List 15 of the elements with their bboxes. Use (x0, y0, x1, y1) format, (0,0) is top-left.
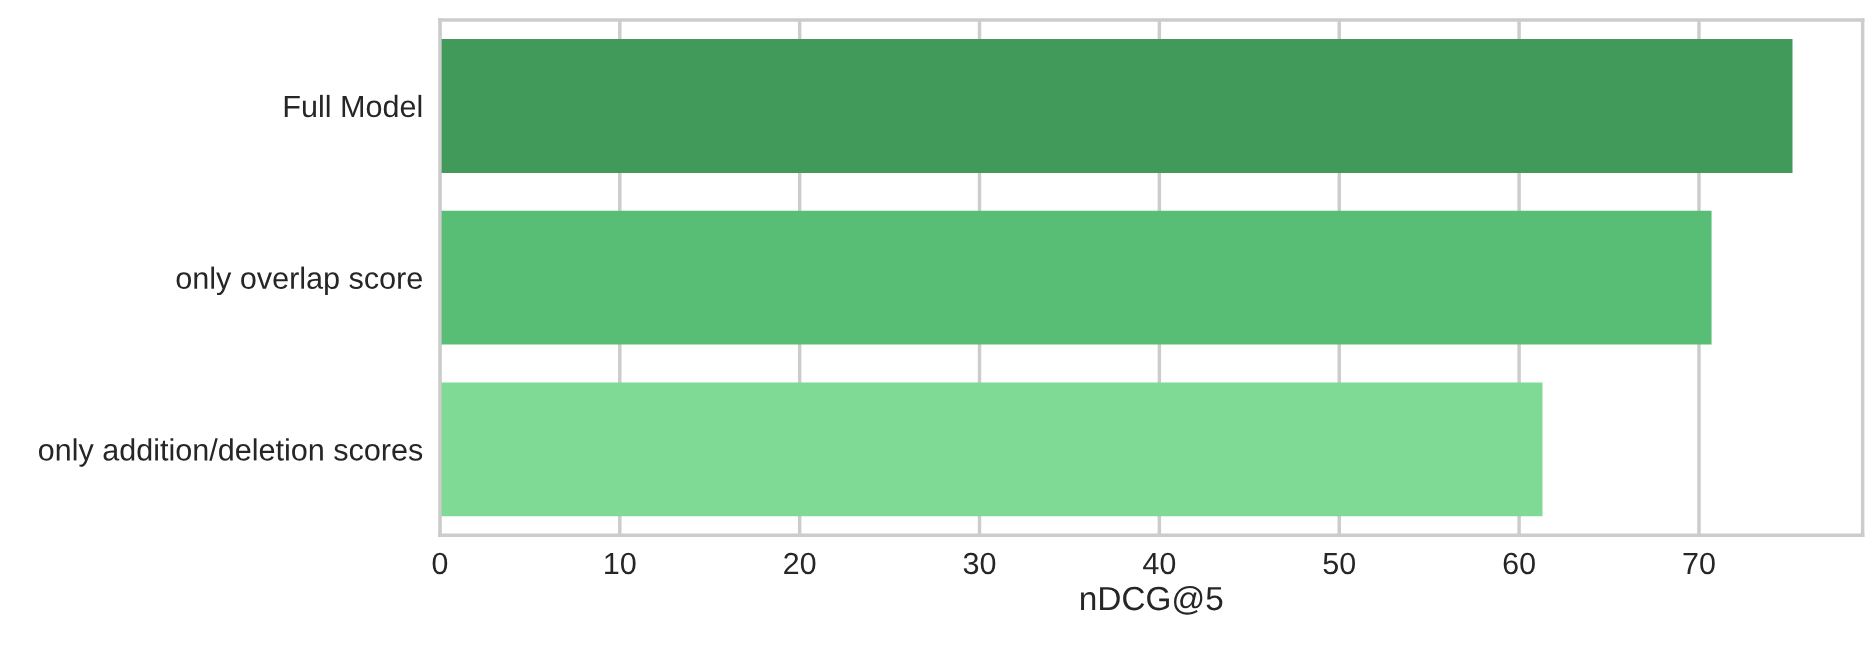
y-tick-label: Full Model (284, 94, 422, 118)
bar (439, 382, 1543, 517)
x-tick-label: 60 (1503, 552, 1535, 575)
x-axis-title: nDCG@5 (1081, 585, 1223, 615)
x-tick-label: 70 (1683, 552, 1715, 575)
x-tick-label: 20 (784, 552, 816, 575)
x-tick-label: 50 (1323, 552, 1356, 575)
x-tick-label: 30 (963, 552, 996, 575)
x-tick-label: 40 (1143, 552, 1176, 575)
bar (439, 210, 1712, 345)
y-tick-label: only overlap score (176, 266, 422, 296)
bar (439, 38, 1793, 173)
x-tick-label: 10 (605, 552, 636, 575)
y-tick-label: only addition/deletion scores (38, 438, 423, 467)
x-tick-label: 0 (432, 552, 448, 575)
